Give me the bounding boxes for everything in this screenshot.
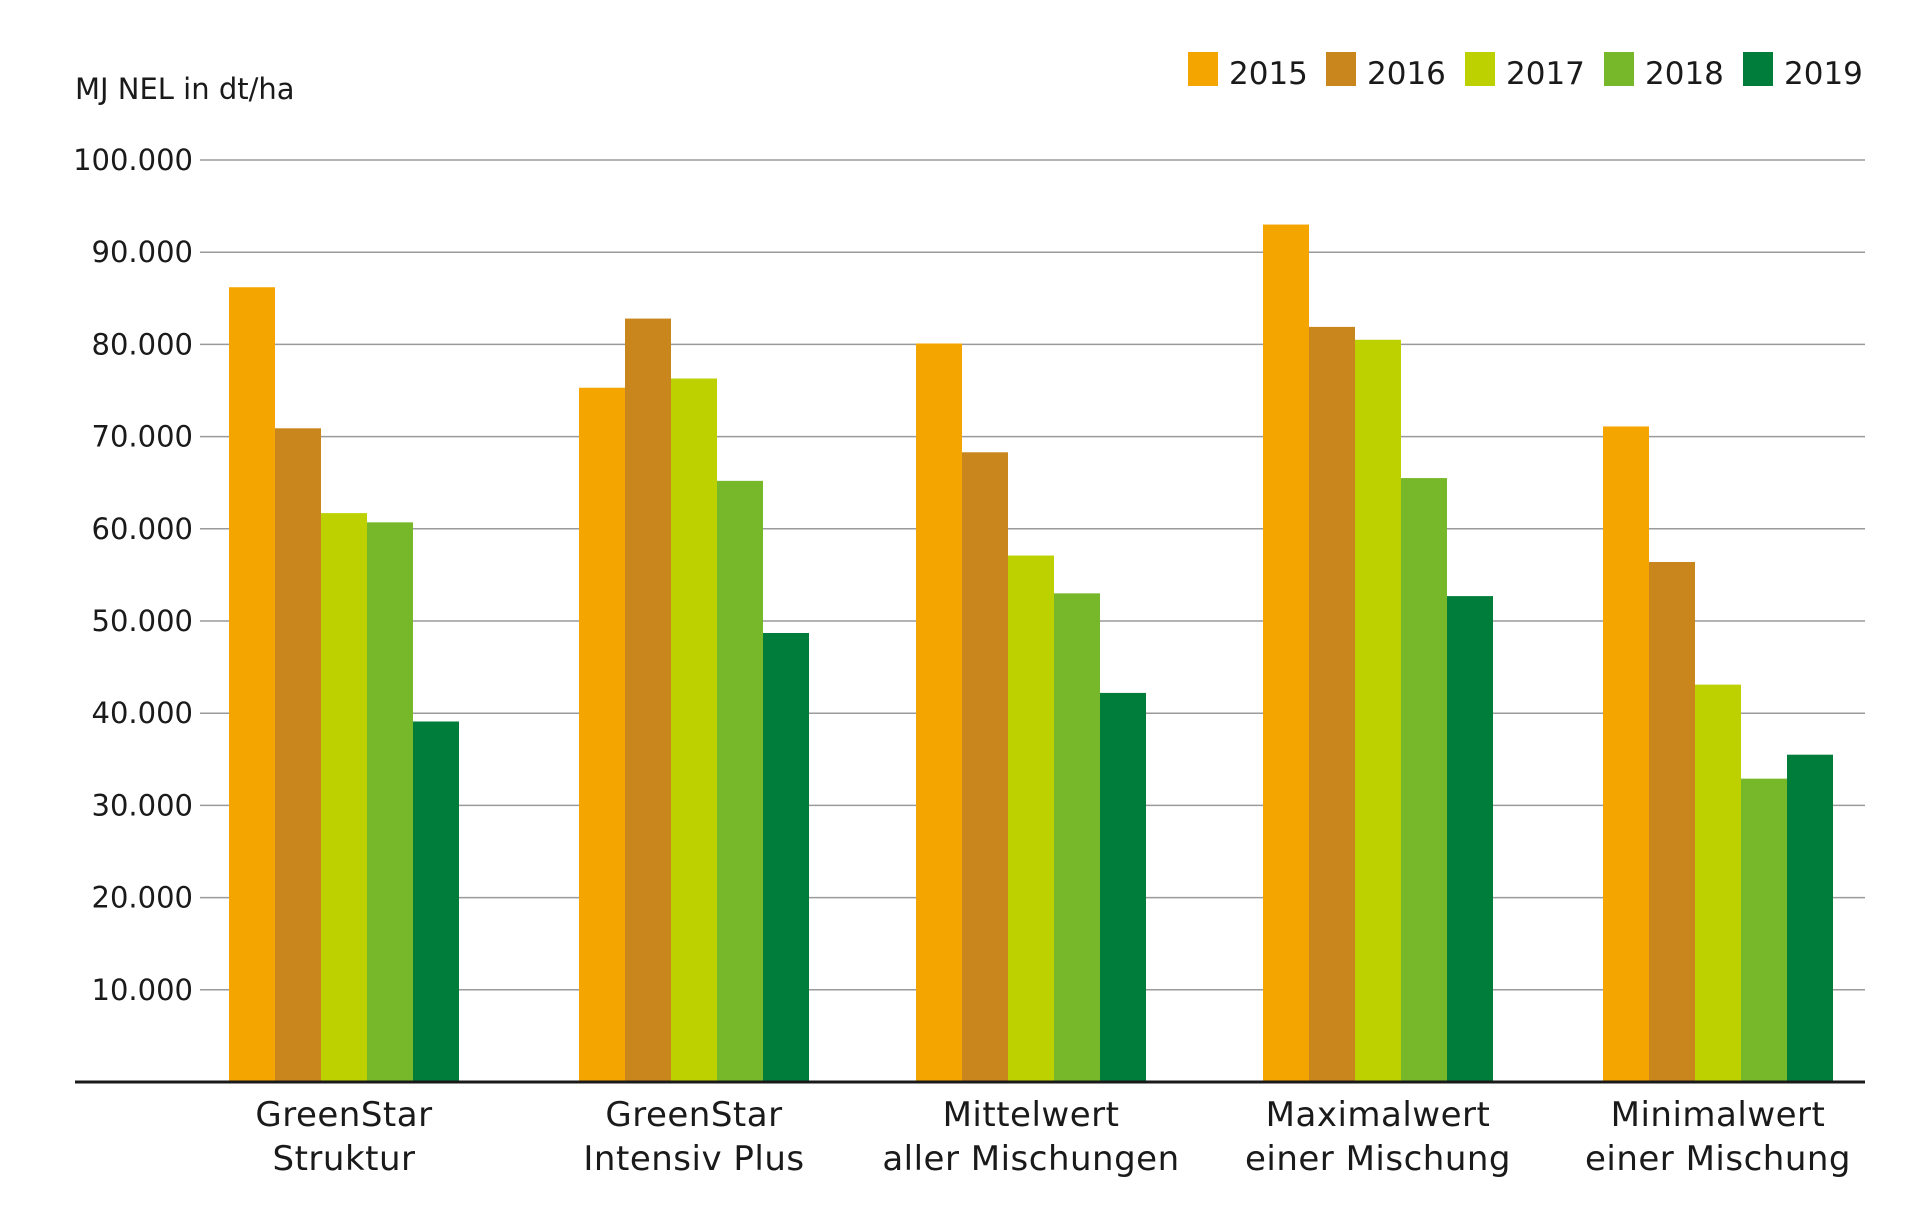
bar-2015 bbox=[1263, 224, 1309, 1083]
y-axis-ticks: 10.000 20.000 30.000 40.000 50.000 60.000 70.0… bbox=[73, 143, 193, 1007]
category-label-line1: GreenStar bbox=[605, 1095, 782, 1135]
legend-label: 2016 bbox=[1367, 56, 1446, 92]
bar-2015 bbox=[579, 387, 625, 1082]
bar-2016 bbox=[1649, 561, 1695, 1082]
y-tick-label: 10.000 bbox=[92, 973, 193, 1007]
bar-2017 bbox=[671, 378, 717, 1082]
y-tick-label: 20.000 bbox=[92, 881, 193, 915]
legend-label: 2019 bbox=[1784, 56, 1863, 92]
bar-2019 bbox=[1787, 754, 1833, 1082]
bar-2016 bbox=[962, 452, 1008, 1082]
legend-label: 2015 bbox=[1229, 56, 1308, 92]
category-label-line1: GreenStar bbox=[255, 1095, 432, 1135]
bar-2017 bbox=[1008, 555, 1054, 1082]
bars bbox=[229, 224, 1833, 1083]
category-label-line2: Struktur bbox=[273, 1139, 416, 1179]
category-label-line2: einer Mischung bbox=[1585, 1139, 1851, 1179]
bar-2017 bbox=[321, 513, 367, 1082]
legend-swatch-2018 bbox=[1604, 52, 1634, 86]
legend-swatch-2016 bbox=[1326, 52, 1356, 86]
legend: 2015 2016 2017 2018 2019 bbox=[1188, 52, 1863, 92]
bar-2018 bbox=[717, 480, 763, 1083]
bar-2018 bbox=[367, 522, 413, 1082]
y-tick-label: 50.000 bbox=[92, 604, 193, 638]
y-tick-label: 60.000 bbox=[92, 512, 193, 546]
legend-swatch-2019 bbox=[1743, 52, 1773, 86]
bar-2018 bbox=[1401, 478, 1447, 1083]
legend-swatch-2015 bbox=[1188, 52, 1218, 86]
bar-2019 bbox=[413, 721, 459, 1082]
legend-swatch-2017 bbox=[1465, 52, 1495, 86]
bar-2019 bbox=[1447, 596, 1493, 1082]
bar-2019 bbox=[1100, 692, 1146, 1082]
category-label-line1: Maximalwert bbox=[1266, 1095, 1491, 1135]
category-label-line2: Intensiv Plus bbox=[583, 1139, 804, 1179]
category-label-line1: Mittelwert bbox=[943, 1095, 1120, 1135]
bar-2016 bbox=[625, 318, 671, 1083]
bar-2017 bbox=[1695, 684, 1741, 1082]
bar-2018 bbox=[1054, 593, 1100, 1082]
y-tick-label: 80.000 bbox=[92, 327, 193, 361]
bar-2016 bbox=[1309, 326, 1355, 1083]
bar-2015 bbox=[916, 343, 962, 1082]
legend-label: 2017 bbox=[1506, 56, 1585, 92]
y-tick-label: 90.000 bbox=[92, 235, 193, 269]
y-tick-label: 40.000 bbox=[92, 696, 193, 730]
category-label-line2: aller Mischungen bbox=[882, 1139, 1179, 1179]
bar-2017 bbox=[1355, 339, 1401, 1082]
bar-2019 bbox=[763, 632, 809, 1082]
bar-2015 bbox=[1603, 426, 1649, 1082]
bar-2016 bbox=[275, 428, 321, 1082]
y-tick-label: 100.000 bbox=[73, 143, 193, 177]
category-label-line2: einer Mischung bbox=[1245, 1139, 1511, 1179]
y-tick-label: 30.000 bbox=[92, 788, 193, 822]
y-axis-title: MJ NEL in dt/ha bbox=[75, 72, 295, 106]
bar-2018 bbox=[1741, 778, 1787, 1082]
y-tick-label: 70.000 bbox=[92, 420, 193, 454]
legend-label: 2018 bbox=[1645, 56, 1724, 92]
bar-2015 bbox=[229, 287, 275, 1083]
category-label-line1: Minimalwert bbox=[1611, 1095, 1826, 1135]
